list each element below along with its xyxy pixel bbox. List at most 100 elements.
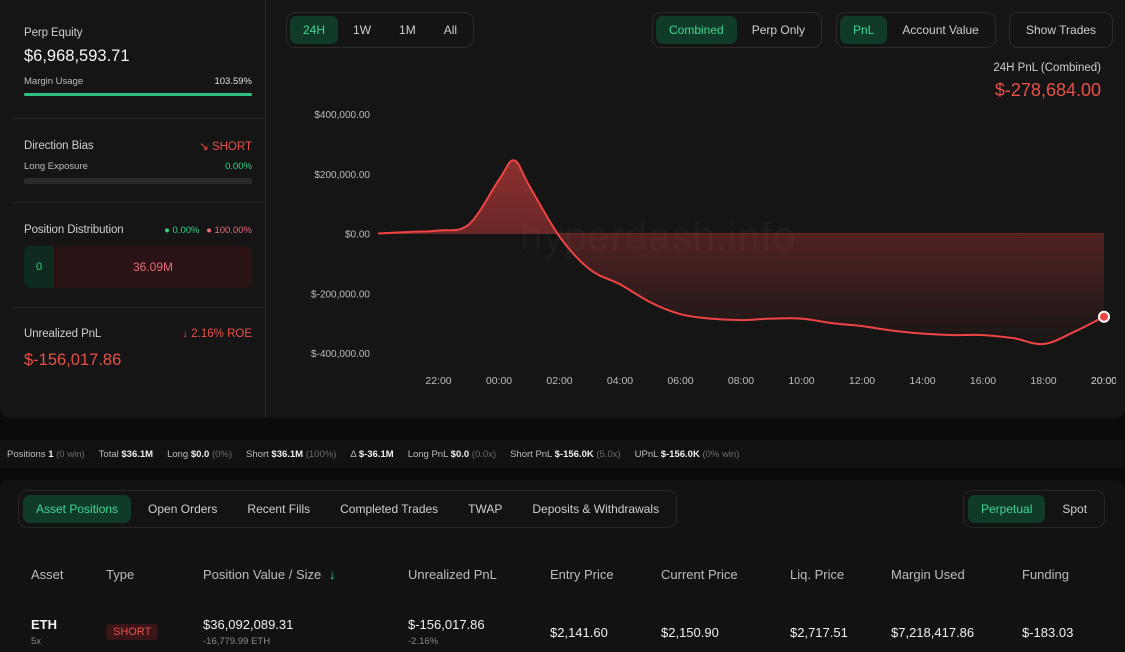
- direction-bias-label: Direction Bias: [24, 140, 94, 152]
- metric-selector: PnL Account Value: [836, 12, 996, 48]
- col-header-type[interactable]: Type: [106, 567, 135, 582]
- stat-short-pnl: Short PnL $-156.0K (5.0x): [510, 448, 621, 460]
- stat-positions: Positions 1 (0 win): [7, 448, 85, 460]
- pnl-title: 24H PnL (Combined): [993, 62, 1101, 74]
- tab-recent-fills[interactable]: Recent Fills: [247, 502, 311, 516]
- col-header-unrealized-pnl[interactable]: Unrealized PnL: [408, 567, 497, 582]
- direction-bias-value: SHORT: [211, 141, 252, 153]
- cell-funding: $-183.03: [1022, 625, 1074, 640]
- pnl-chart: $400,000.00 $200,000.00 $0.00 $-200,000.00 $…: [311, 110, 1116, 387]
- direction-bias-section: Direction Bias ↘ SHORT Long Exposure 0.0…: [24, 139, 252, 184]
- stat-long-pnl: Long PnL $0.0 (0.0x): [407, 448, 497, 460]
- range-tab-all[interactable]: All: [443, 23, 458, 37]
- dist-short-value: 36.09M: [54, 246, 252, 288]
- y-tick-label: $-400,000.00: [311, 349, 370, 360]
- x-tick-label: 18:00: [1030, 375, 1056, 387]
- margin-usage-value: 103.59%: [214, 76, 252, 87]
- tab-perpetual[interactable]: Perpetual: [968, 495, 1046, 523]
- x-tick-label: 10:00: [788, 375, 814, 387]
- cell-liq-price: $2,717.51: [790, 625, 848, 640]
- pnl-area-positive: [378, 160, 1104, 234]
- tab-asset-positions[interactable]: Asset Positions: [23, 495, 132, 523]
- range-tab-1w[interactable]: 1W: [353, 23, 372, 37]
- dist-long-pct: 0.00%: [172, 224, 200, 236]
- range-tab-24h[interactable]: 24H: [290, 16, 339, 44]
- x-tick-label: 02:00: [546, 375, 572, 387]
- view-selector: Combined Perp Only: [652, 12, 823, 48]
- x-tick-label: 22:00: [425, 375, 451, 387]
- short-dot-icon: ●: [206, 224, 212, 236]
- cell-margin-used: $7,218,417.86: [891, 625, 975, 640]
- long-exposure-bar: [24, 178, 252, 184]
- cell-asset: ETH: [31, 617, 57, 632]
- pnl-chart-area: $400,000.00 $200,000.00 $0.00 $-200,000.00 $…: [286, 100, 1116, 400]
- col-header-current-price[interactable]: Current Price: [661, 567, 738, 582]
- y-tick-label: $400,000.00: [314, 110, 370, 121]
- col-header-margin-used[interactable]: Margin Used: [891, 567, 965, 582]
- col-header-position-value[interactable]: Position Value / Size ↓: [203, 567, 336, 582]
- x-tick-label: 12:00: [849, 375, 875, 387]
- cell-size: -16,779.99 ETH: [203, 636, 271, 647]
- cell-position-value: $36,092,089.31: [203, 617, 294, 632]
- market-tabs: Perpetual Spot: [963, 490, 1106, 528]
- cell-roe: -2.16%: [408, 636, 439, 647]
- pnl-value: $-278,684.00: [994, 80, 1101, 100]
- x-tick-label: 20:00: [1091, 375, 1116, 387]
- long-dot-icon: ●: [164, 224, 170, 236]
- unrealized-pnl-section: Unrealized PnL ↓ 2.16% ROE $-156,017.86: [24, 328, 252, 370]
- x-tick-label: 00:00: [486, 375, 512, 387]
- stat-total: Total $36.1M: [98, 448, 154, 460]
- margin-usage-bar: [24, 93, 252, 96]
- perp-equity-section: Perp Equity $6,968,593.71 Margin Usage 1…: [24, 27, 252, 96]
- cell-type-badge: SHORT: [106, 624, 159, 640]
- position-distribution-section: Position Distribution ● 0.00% ● 100.00% …: [24, 224, 252, 288]
- pnl-area-negative: [378, 233, 1104, 345]
- tab-completed-trades[interactable]: Completed Trades: [340, 502, 439, 516]
- col-header-asset[interactable]: Asset: [31, 567, 64, 582]
- col-header-funding[interactable]: Funding: [1022, 567, 1069, 582]
- cell-leverage: 5x: [31, 636, 42, 647]
- tab-twap[interactable]: TWAP: [468, 502, 503, 516]
- stat-short: Short $36.1M (100%): [246, 448, 337, 460]
- show-trades-button[interactable]: Show Trades: [1026, 23, 1097, 37]
- view-tab-perp-only[interactable]: Perp Only: [751, 23, 806, 37]
- divider: [12, 307, 264, 308]
- overview-panel: Perp Equity $6,968,593.71 Margin Usage 1…: [0, 0, 1116, 418]
- roe-value: 2.16% ROE: [191, 328, 252, 340]
- tab-spot[interactable]: Spot: [1062, 502, 1088, 516]
- x-tick-label: 08:00: [728, 375, 754, 387]
- range-selector: 24H 1W 1M All: [286, 12, 475, 48]
- y-tick-label: $-200,000.00: [311, 289, 370, 300]
- long-exposure-label: Long Exposure: [24, 161, 88, 172]
- dist-short-pct: 100.00%: [214, 224, 252, 236]
- distribution-bar: 0 36.09M: [24, 246, 252, 288]
- col-header-entry-price[interactable]: Entry Price: [550, 567, 614, 582]
- y-tick-label: $0.00: [345, 230, 370, 241]
- x-tick-label: 06:00: [667, 375, 693, 387]
- metric-tab-pnl[interactable]: PnL: [840, 16, 888, 44]
- divider: [12, 118, 264, 119]
- col-header-liq-price[interactable]: Liq. Price: [790, 567, 845, 582]
- x-tick-label: 20:00: [1091, 375, 1116, 387]
- x-tick-label: 04:00: [607, 375, 633, 387]
- y-tick-label: $200,000.00: [314, 170, 370, 181]
- metric-tab-account-value[interactable]: Account Value: [902, 23, 979, 37]
- view-tab-combined[interactable]: Combined: [656, 16, 737, 44]
- tab-deposits-withdrawals[interactable]: Deposits & Withdrawals: [532, 502, 660, 516]
- direction-bias-badge: ↘ SHORT: [199, 139, 252, 153]
- x-tick-label: 14:00: [909, 375, 935, 387]
- positions-tabs: Asset Positions Open Orders Recent Fills…: [18, 490, 678, 528]
- pnl-last-point: [1098, 310, 1110, 323]
- long-exposure-value: 0.00%: [225, 161, 252, 172]
- account-summary: Perp Equity $6,968,593.71 Margin Usage 1…: [0, 0, 266, 418]
- stat-delta: Δ $-36.1M: [350, 448, 394, 460]
- arrow-down-icon: ↓: [182, 328, 189, 340]
- sort-arrow-down-icon[interactable]: ↓: [328, 567, 336, 582]
- cell-unrealized-pnl: $-156,017.86: [408, 617, 485, 632]
- positions-stats-bar: Positions 1 (0 win) Total $36.1M Long $0…: [0, 440, 1125, 468]
- stat-upnl: UPnL $-156.0K (0% win): [634, 448, 740, 460]
- range-tab-1m[interactable]: 1M: [399, 23, 416, 37]
- tab-open-orders[interactable]: Open Orders: [148, 502, 218, 516]
- x-tick-label: 16:00: [970, 375, 996, 387]
- perp-equity-label: Perp Equity: [24, 27, 83, 39]
